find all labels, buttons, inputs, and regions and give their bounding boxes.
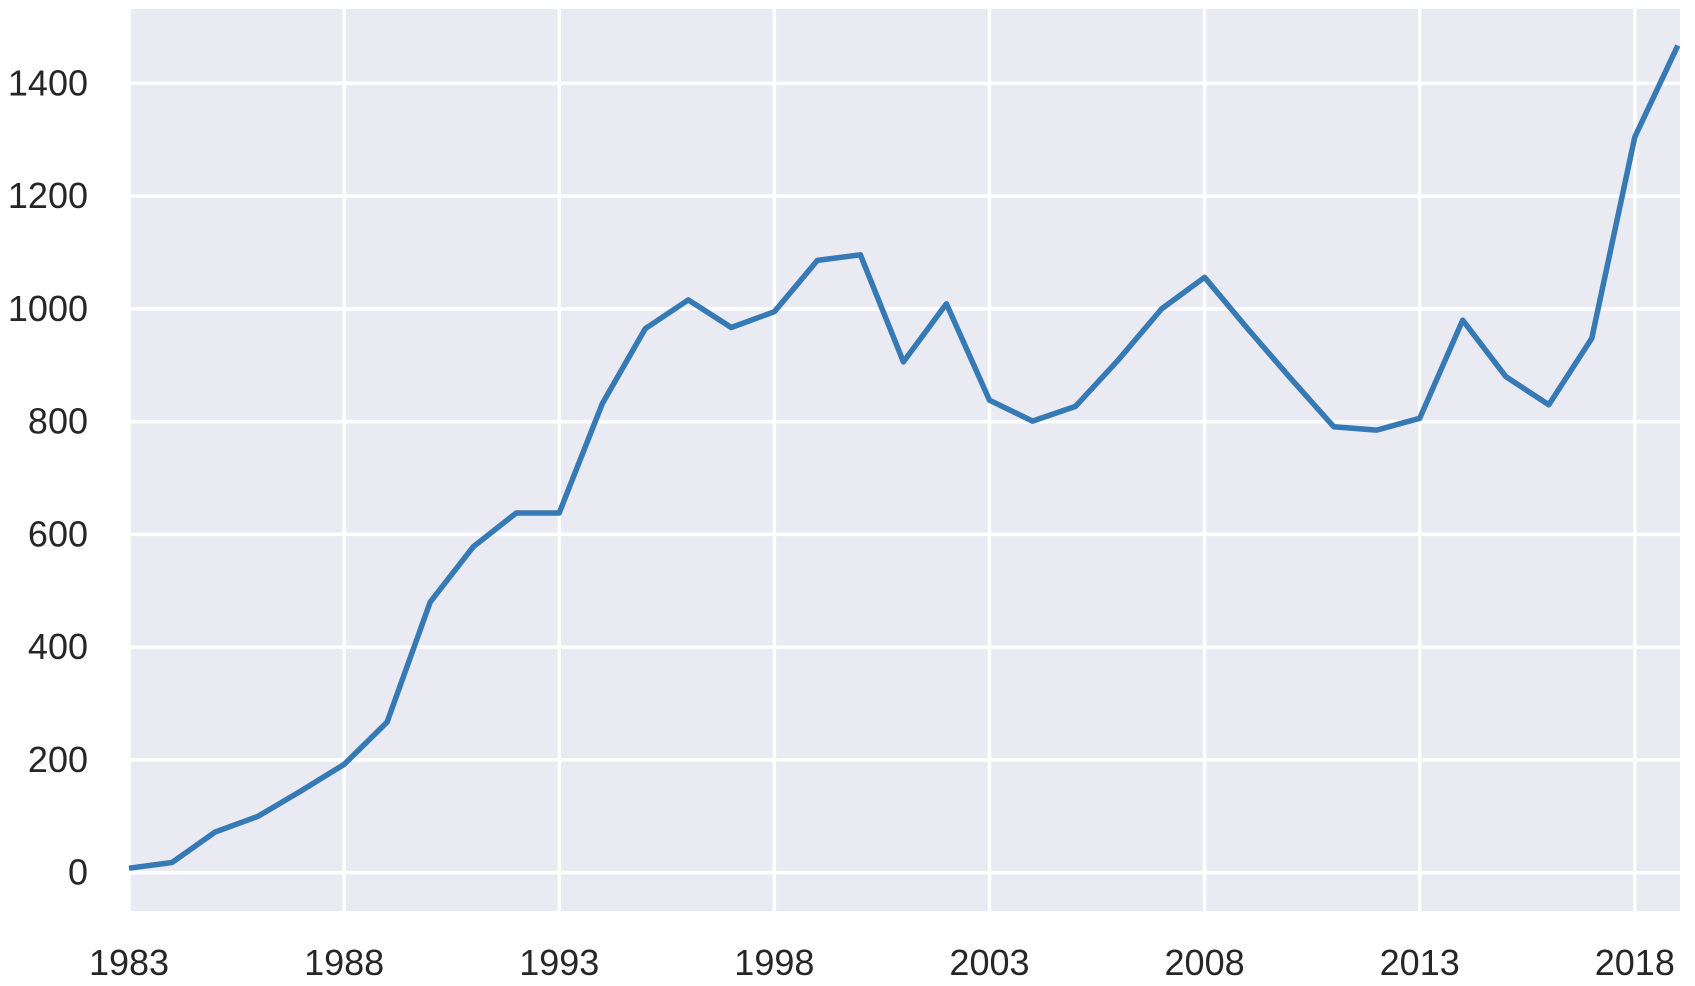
y-tick-label: 200 — [28, 739, 88, 780]
x-tick-label: 1988 — [304, 942, 384, 983]
x-tick-label: 1983 — [89, 942, 169, 983]
y-tick-label: 0 — [68, 852, 88, 893]
y-tick-label: 1000 — [8, 288, 88, 329]
x-tick-label: 2003 — [949, 942, 1029, 983]
x-tick-label: 2018 — [1595, 942, 1675, 983]
y-tick-label: 600 — [28, 513, 88, 554]
y-tick-label: 800 — [28, 401, 88, 442]
plot-area — [129, 9, 1680, 911]
y-tick-label: 1200 — [8, 175, 88, 216]
series-line — [128, 44, 1681, 871]
x-tick-label: 1998 — [734, 942, 814, 983]
x-tick-label: 1993 — [519, 942, 599, 983]
y-tick-label: 1400 — [8, 62, 88, 103]
x-tick-label: 2008 — [1165, 942, 1245, 983]
x-tick-label: 2013 — [1380, 942, 1460, 983]
y-tick-label: 400 — [28, 626, 88, 667]
